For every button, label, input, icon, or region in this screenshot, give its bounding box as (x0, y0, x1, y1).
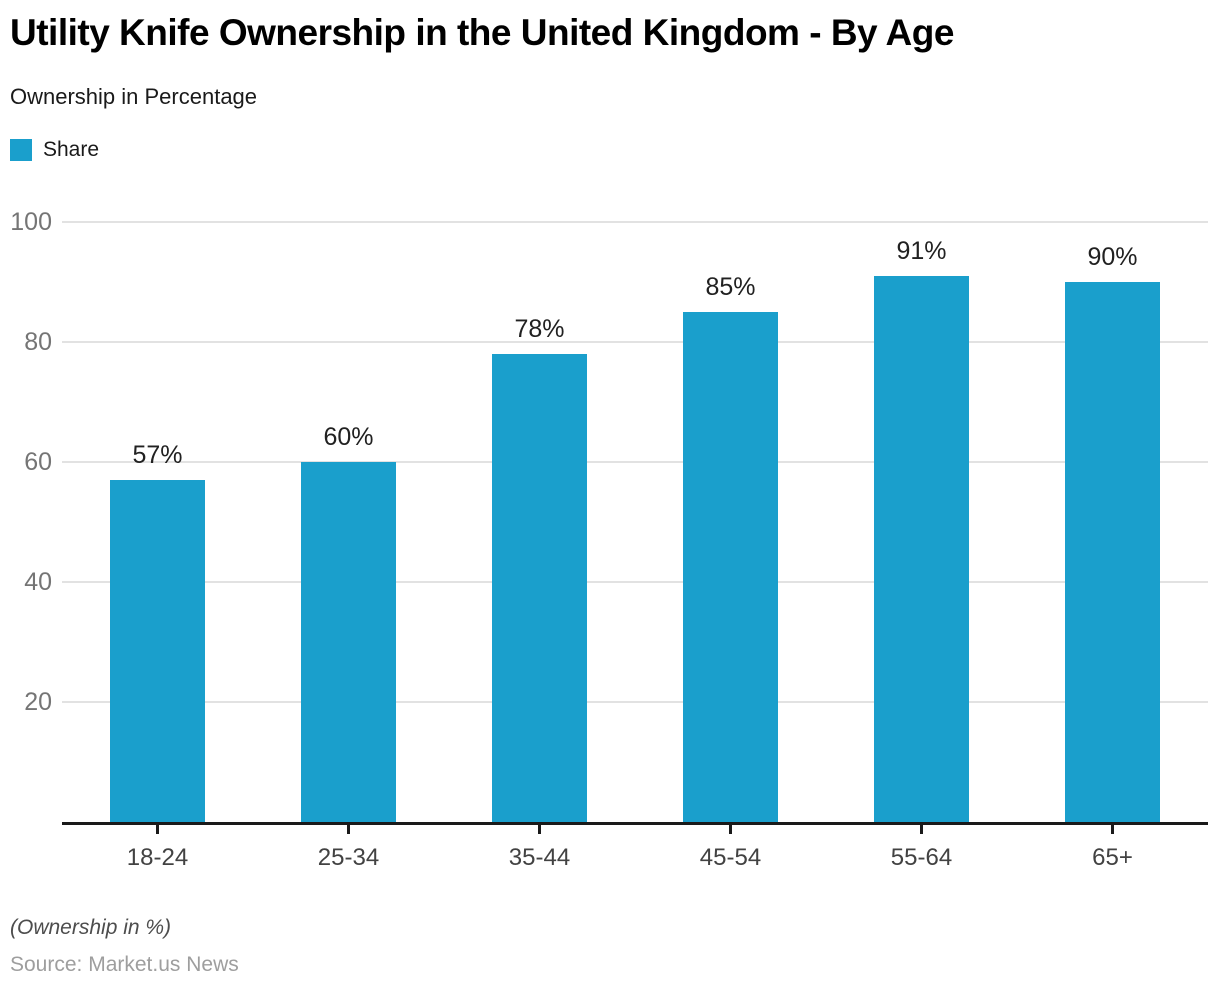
x-axis-tick-label: 45-54 (699, 844, 762, 871)
x-axis-tick (156, 825, 159, 834)
bar (110, 480, 205, 822)
x-axis-tick-label: 25-34 (317, 844, 380, 871)
y-axis-tick-label: 60 (24, 448, 52, 476)
x-axis-tick-label: 65+ (1092, 844, 1133, 871)
bar (683, 312, 778, 822)
chart-note: (Ownership in %) (10, 916, 172, 939)
bar-value-label: 85% (705, 273, 756, 301)
gridline (62, 701, 1208, 703)
x-axis-tick-label: 35-44 (508, 844, 571, 871)
y-axis-tick-label: 100 (10, 208, 52, 236)
chart-title: Utility Knife Ownership in the United Ki… (10, 12, 954, 53)
y-axis-tick-label: 40 (24, 568, 52, 596)
y-axis-tick-label: 20 (24, 688, 52, 716)
bar-value-label: 57% (132, 441, 183, 469)
x-axis-tick-label: 18-24 (126, 844, 189, 871)
gridline (62, 341, 1208, 343)
gridline (62, 581, 1208, 583)
bar-value-label: 90% (1087, 243, 1138, 271)
x-axis-tick (1111, 825, 1114, 834)
chart-subtitle: Ownership in Percentage (10, 84, 258, 109)
bar (492, 354, 587, 822)
source-credit: Source: Market.us News (10, 953, 239, 976)
bar (1065, 282, 1160, 822)
x-axis-tick (347, 825, 350, 834)
plot-area: 20 40 60 80 100 57% 18-24 60% 25-34 78% 35-44 85% 45… (10, 208, 1208, 871)
x-axis-tick (729, 825, 732, 834)
bar-value-label: 60% (323, 423, 374, 451)
bar (874, 276, 969, 822)
bar (301, 462, 396, 822)
gridline (62, 221, 1208, 223)
legend: Share (10, 138, 99, 162)
legend-swatch (10, 139, 32, 161)
bar-value-label: 91% (896, 237, 947, 265)
gridline (62, 461, 1208, 463)
bar-value-label: 78% (514, 315, 565, 343)
x-axis-tick (920, 825, 923, 834)
x-axis-line (62, 822, 1208, 825)
legend-label: Share (43, 138, 100, 161)
x-axis-tick-label: 55-64 (890, 844, 953, 871)
y-axis-tick-label: 80 (24, 328, 52, 356)
x-axis-tick (538, 825, 541, 834)
